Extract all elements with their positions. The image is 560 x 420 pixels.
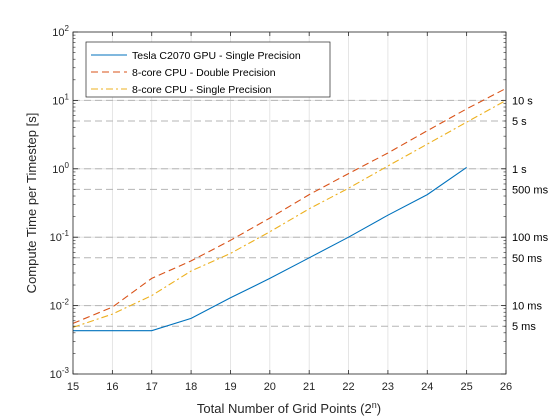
legend-label: 8-core CPU - Single Precision (132, 84, 272, 96)
x-tick-label: 19 (224, 381, 236, 393)
x-tick-label: 23 (382, 381, 394, 393)
x-tick-labels: 15 16 17 18 19 20 21 22 23 24 25 26 (67, 381, 512, 393)
series-line (72, 99, 507, 328)
y-tick-label: 10-2 (50, 298, 70, 313)
x-tick-label: 20 (264, 381, 276, 393)
y-tick-label: 10-3 (50, 366, 70, 381)
x-axis-label-superscript: n (372, 400, 377, 410)
reference-label: 10 s (512, 95, 533, 107)
x-tick-label: 26 (500, 381, 512, 393)
x-tick-label: 24 (421, 381, 433, 393)
reference-lines (73, 99, 506, 327)
reference-label: 5 s (512, 116, 527, 128)
reference-labels: 10 s 5 s 1 s 500 ms 100 ms 50 ms 10 ms 5 ms (512, 95, 549, 333)
series-lines (72, 87, 507, 332)
legend-label: Tesla C2070 GPU - Single Precision (132, 50, 301, 62)
reference-label: 50 ms (512, 253, 542, 265)
x-axis-label: Total Number of Grid Points (2n) (197, 400, 381, 416)
x-tick-label: 16 (106, 381, 118, 393)
legend-box (85, 41, 331, 98)
series-line (72, 87, 507, 324)
y-tick-label: 10-1 (50, 229, 70, 244)
legend: Tesla C2070 GPU - Single Precision 8-core… (85, 41, 331, 98)
x-tick-label: 18 (185, 381, 197, 393)
legend-label: 8-core CPU - Double Precision (132, 67, 276, 79)
x-tick-label: 15 (67, 381, 79, 393)
reference-label: 5 ms (512, 321, 536, 333)
y-tick-labels: 10-3 10-2 10-1 100 101 102 (50, 24, 70, 381)
axis-ticks (72, 31, 507, 375)
reference-label: 10 ms (512, 301, 542, 313)
x-tick-label: 17 (146, 381, 158, 393)
reference-label: 1 s (512, 164, 527, 176)
y-tick-label: 100 (52, 161, 69, 176)
y-tick-label: 101 (52, 92, 69, 107)
x-tick-label: 21 (303, 381, 315, 393)
reference-label: 100 ms (512, 232, 549, 244)
x-tick-label: 22 (342, 381, 354, 393)
series-line (73, 166, 467, 332)
plot-frame (72, 31, 507, 375)
y-axis-label: Compute Time per Timestep [s] (24, 113, 39, 294)
y-tick-label: 102 (52, 24, 69, 39)
x-tick-label: 25 (461, 381, 473, 393)
reference-label: 500 ms (512, 184, 549, 196)
